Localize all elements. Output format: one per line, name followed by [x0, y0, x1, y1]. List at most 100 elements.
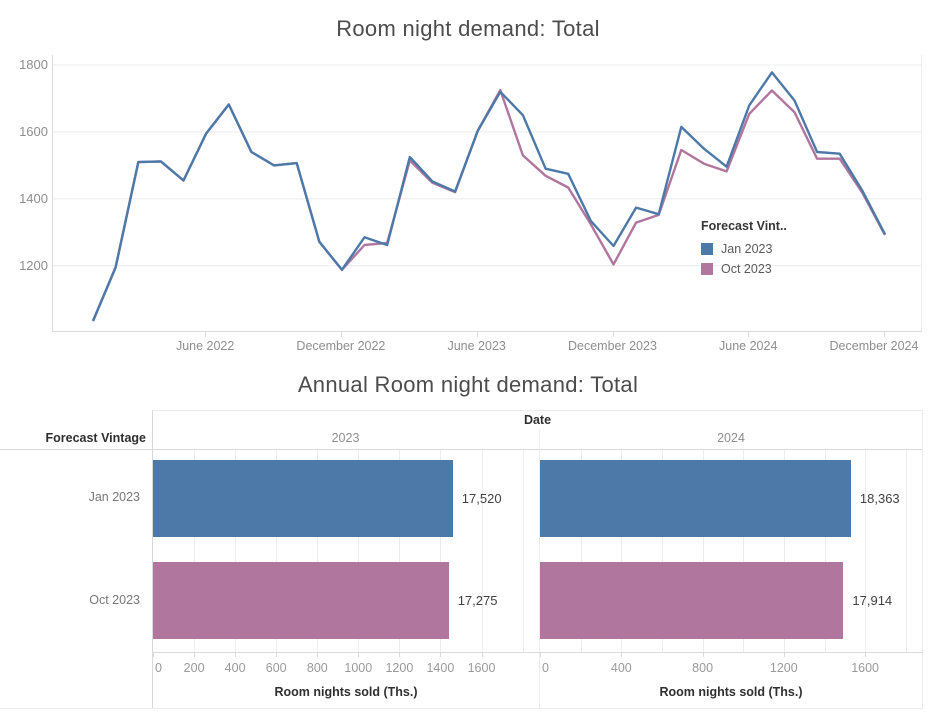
x-tick-label: December 2022 — [296, 339, 386, 353]
axis-tick-0 — [153, 652, 154, 657]
bar-axis-line — [152, 652, 923, 653]
axis-tick-0 — [540, 652, 541, 657]
y-tick-label-1800: 1800 — [19, 57, 48, 73]
row-label-jan-2023[interactable]: Jan 2023 — [88, 490, 140, 504]
line-chart-x-axis-ticks — [52, 332, 920, 337]
bar-jan-2023-2024[interactable] — [540, 460, 851, 537]
bar-gridline-1400 — [440, 450, 442, 652]
line-chart-y-axis-labels: 1200 1400 1600 1800 — [0, 55, 48, 331]
line-chart-x-axis-labels: June 2022 December 2022 June 2023 December … — [52, 339, 920, 355]
bar-gridline-1800 — [522, 450, 524, 652]
legend-item-oct-2023[interactable]: Oct 2023 — [701, 259, 841, 279]
axis-tick-label-800: 800 — [306, 661, 328, 675]
y-tick-label-1200: 1200 — [19, 257, 48, 273]
line-chart-svg — [53, 64, 921, 322]
axis-tick-label-1600: 1600 — [467, 661, 496, 675]
x-tick-mark — [884, 332, 885, 337]
bar-gridline-400 — [621, 450, 623, 652]
axis-tick-label-0: 0 — [542, 661, 549, 675]
bar-oct-2023-2023[interactable] — [153, 562, 449, 639]
bar-value-label: 18,363 — [859, 491, 900, 506]
axis-tick-1400 — [440, 652, 442, 657]
line-chart-title: Room night demand: Total — [336, 16, 600, 41]
x-tick-mark — [476, 332, 478, 337]
bar-axis-2024: 0 400 800 1200 1600 Room nights sold (Ths.) — [540, 652, 922, 708]
bar-gridline-800 — [702, 450, 704, 652]
bar-gridline-1600 — [865, 450, 867, 652]
bar-gridline-1600 — [481, 450, 483, 652]
bar-axis-title: Room nights sold (Ths.) — [274, 685, 418, 699]
bar-chart-title: Annual Room night demand: Total — [297, 372, 639, 397]
axis-tick-400 — [621, 652, 623, 657]
legend: Forecast Vint.. Jan 2023 Oct 2023 — [701, 219, 841, 279]
y-tick-label-1400: 1400 — [19, 190, 48, 206]
pane-divider — [539, 430, 540, 708]
x-tick-label: June 2023 — [447, 339, 506, 353]
date-column-header[interactable]: Date — [523, 413, 552, 427]
x-tick-label: June 2024 — [719, 339, 778, 353]
forecast-vintage-row-header[interactable]: Forecast Vintage — [45, 431, 146, 445]
bar-pane-2024: 18,363 17,914 — [540, 450, 922, 652]
bar-gridline-200 — [194, 450, 196, 652]
axis-tick-800 — [317, 652, 319, 657]
bar-gridline-1200 — [783, 450, 785, 652]
row-label-divider — [152, 410, 153, 708]
x-tick-label: December 2023 — [567, 339, 657, 353]
axis-tick-1200 — [783, 652, 785, 657]
axis-tick-600 — [276, 652, 278, 657]
bar-gridline-200 — [580, 450, 582, 652]
year-header-2023[interactable]: 2023 — [331, 431, 360, 445]
bar-value-label: 17,914 — [852, 593, 893, 608]
axis-tick-400 — [235, 652, 237, 657]
bar-gridline-600 — [276, 450, 278, 652]
row-label-oct-2023[interactable]: Oct 2023 — [89, 593, 140, 607]
axis-tick-label-600: 600 — [265, 661, 287, 675]
bar-gridline-400 — [235, 450, 237, 652]
axis-tick-200 — [194, 652, 196, 657]
bar-gridline-1200 — [399, 450, 401, 652]
line-series-jan-2023[interactable] — [91, 71, 887, 322]
axis-tick-label-0: 0 — [155, 661, 162, 675]
x-tick-label: December 2024 — [829, 339, 919, 353]
legend-item-jan-2023[interactable]: Jan 2023 — [701, 239, 841, 259]
x-tick-label: June 2022 — [175, 339, 235, 353]
line-chart-plot-area — [52, 55, 922, 332]
bar-gridline-800 — [317, 450, 319, 652]
bar-gridline-1800 — [905, 450, 907, 652]
x-tick-mark — [340, 332, 342, 337]
bar-value-label: 17,520 — [461, 491, 502, 506]
table-right-border — [922, 410, 923, 708]
axis-tick-1200 — [399, 652, 401, 657]
axis-tick-label-1200: 1200 — [385, 661, 414, 675]
bar-axis-title: Room nights sold (Ths.) — [659, 685, 803, 699]
axis-tick-label-400: 400 — [610, 661, 632, 675]
axis-tick-label-1400: 1400 — [426, 661, 455, 675]
x-tick-mark — [205, 332, 207, 337]
legend-swatch-pink — [701, 263, 713, 275]
axis-tick-800 — [702, 652, 704, 657]
axis-tick-1600 — [481, 652, 483, 657]
axis-tick-label-400: 400 — [224, 661, 246, 675]
legend-label: Jan 2023 — [721, 242, 773, 256]
axis-tick-label-1600: 1600 — [851, 661, 879, 675]
y-tick-label-1600: 1600 — [19, 123, 48, 139]
bar-pane-2023: 17,520 17,275 — [153, 450, 539, 652]
bar-axis-2023: 0 200 400 600 800 1000 1200 1400 1600 Room nights… — [153, 652, 539, 708]
legend-title: Forecast Vint.. — [701, 219, 787, 233]
table-bottom-border — [0, 708, 923, 709]
bar-oct-2023-2024[interactable] — [540, 562, 844, 639]
bar-gridline-1400 — [824, 450, 826, 652]
axis-tick-label-200: 200 — [183, 661, 205, 675]
bar-gridline-1000 — [358, 450, 360, 652]
year-header-2024[interactable]: 2024 — [717, 431, 745, 445]
header-underline — [0, 449, 923, 450]
axis-tick-1600 — [865, 652, 867, 657]
table-top-border — [152, 410, 923, 411]
bar-jan-2023-2023[interactable] — [153, 460, 453, 537]
x-tick-mark — [612, 332, 614, 337]
axis-tick-label-1200: 1200 — [769, 661, 798, 675]
axis-tick-label-1000: 1000 — [344, 661, 373, 675]
axis-tick-label-800: 800 — [692, 661, 714, 675]
legend-swatch-blue — [701, 243, 713, 255]
legend-label: Oct 2023 — [721, 262, 772, 276]
